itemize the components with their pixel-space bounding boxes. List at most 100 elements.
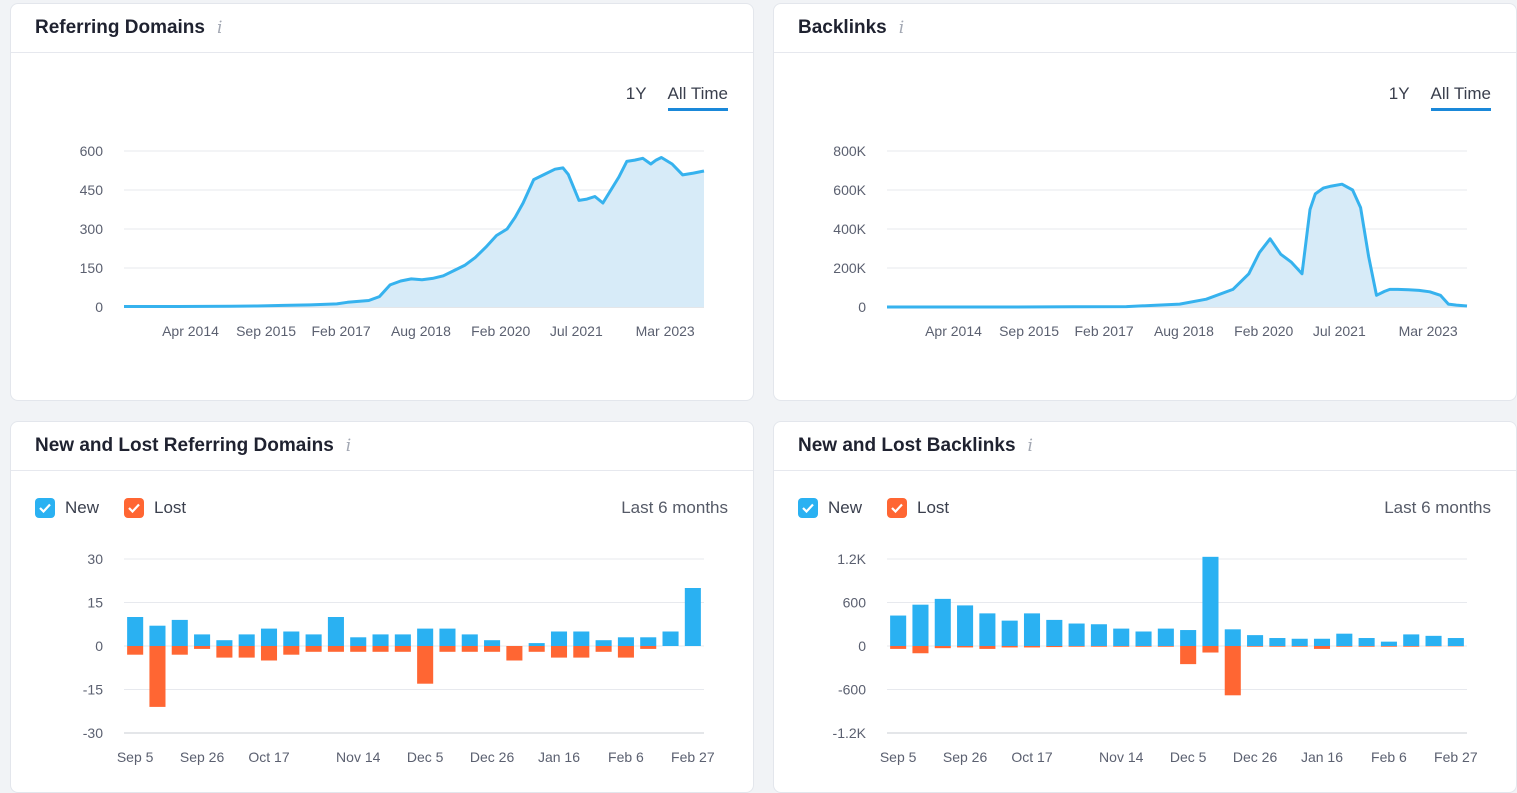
y-tick-label: 150 <box>80 260 104 276</box>
checkbox-icon[interactable] <box>124 498 144 518</box>
y-tick-label: 400K <box>833 221 866 237</box>
y-tick-label: 1.2K <box>837 551 866 567</box>
new-bar <box>979 613 995 646</box>
card-title: Referring Domains <box>35 17 205 39</box>
lost-bar <box>506 646 522 661</box>
checkbox-icon[interactable] <box>887 498 907 518</box>
new-bar <box>1381 642 1397 646</box>
y-tick-label: 450 <box>80 182 104 198</box>
lost-bar <box>1336 646 1352 647</box>
legend-new[interactable]: New <box>798 498 862 518</box>
x-tick-label: Feb 2020 <box>471 323 530 339</box>
card-title: Backlinks <box>798 17 887 39</box>
x-tick-label: Mar 2023 <box>1399 323 1458 339</box>
x-tick-label: Nov 14 <box>336 749 381 765</box>
new-bar <box>127 617 143 646</box>
new-bar <box>1247 635 1263 646</box>
x-tick-label: Feb 6 <box>1371 749 1407 765</box>
lost-bar <box>172 646 188 655</box>
lost-bar <box>1292 646 1308 647</box>
new-bar <box>529 643 545 646</box>
new-bar <box>1158 629 1174 646</box>
x-tick-label: Feb 2017 <box>312 323 371 339</box>
card-header: Referring Domains i <box>11 4 753 53</box>
new-bar <box>1046 620 1062 646</box>
info-icon[interactable]: i <box>217 18 222 38</box>
x-tick-label: Oct 17 <box>248 749 289 765</box>
lost-bar <box>1002 646 1018 647</box>
new-bar <box>685 588 701 646</box>
lost-bar <box>127 646 143 655</box>
new-bar <box>640 637 656 646</box>
x-tick-label: Sep 26 <box>180 749 225 765</box>
lost-bar <box>1091 646 1107 647</box>
new-bar <box>350 637 366 646</box>
legend-new[interactable]: New <box>35 498 99 518</box>
series-line <box>887 184 1467 307</box>
x-tick-label: Oct 17 <box>1011 749 1052 765</box>
y-tick-label: -1.2K <box>833 725 867 741</box>
y-tick-label: 15 <box>87 595 103 611</box>
checkbox-icon[interactable] <box>35 498 55 518</box>
new-bar <box>663 632 679 647</box>
y-tick-label: 0 <box>95 638 103 654</box>
lost-bar <box>1158 646 1174 647</box>
card-header: New and Lost Backlinks i <box>774 422 1516 471</box>
x-tick-label: Jan 16 <box>1301 749 1343 765</box>
x-tick-label: Dec 26 <box>1233 749 1278 765</box>
lost-bar <box>912 646 928 653</box>
x-tick-label: Dec 5 <box>1170 749 1207 765</box>
new-bar <box>1069 624 1085 646</box>
lost-bar <box>640 646 656 649</box>
lost-bar <box>1269 646 1285 647</box>
legend-lost[interactable]: Lost <box>124 498 186 518</box>
lost-bar <box>957 646 973 647</box>
new-bar <box>306 634 322 646</box>
lost-bar <box>350 646 366 652</box>
new-bar <box>890 616 906 646</box>
new-lost-backlinks-card: New and Lost Backlinks i New Lost Last 6… <box>773 421 1517 793</box>
info-icon[interactable]: i <box>899 18 904 38</box>
lost-bar <box>1180 646 1196 664</box>
new-bar <box>596 640 612 646</box>
new-bar <box>172 620 188 646</box>
new-bar <box>283 632 299 647</box>
x-tick-label: Apr 2014 <box>925 323 982 339</box>
new-bar <box>1359 638 1375 646</box>
new-bar <box>261 629 277 646</box>
new-bar <box>573 632 589 647</box>
legend-label: Lost <box>154 498 186 518</box>
info-icon[interactable]: i <box>1028 436 1033 456</box>
lost-bar <box>239 646 255 658</box>
new-bar <box>618 637 634 646</box>
lost-bar <box>1381 646 1397 647</box>
x-tick-label: Jul 2021 <box>550 323 603 339</box>
new-lost-referring-domains-card: New and Lost Referring Domains i New Los… <box>10 421 754 793</box>
lost-bar <box>373 646 389 652</box>
legend-lost[interactable]: Lost <box>887 498 949 518</box>
lost-bar <box>1113 646 1129 647</box>
new-bar <box>957 605 973 646</box>
new-bar <box>395 634 411 646</box>
new-bar <box>1269 638 1285 646</box>
new-bar <box>1225 629 1241 646</box>
x-tick-label: Feb 27 <box>1434 749 1478 765</box>
new-bar <box>1292 639 1308 646</box>
y-tick-label: 300 <box>80 221 104 237</box>
lost-bar <box>194 646 210 649</box>
lost-bar <box>1202 646 1218 653</box>
y-tick-label: -30 <box>83 725 103 741</box>
x-tick-label: Apr 2014 <box>162 323 219 339</box>
x-tick-label: Jan 16 <box>538 749 580 765</box>
lost-bar <box>935 646 951 648</box>
lost-bar <box>484 646 500 652</box>
y-tick-label: 600K <box>833 182 866 198</box>
checkbox-icon[interactable] <box>798 498 818 518</box>
info-icon[interactable]: i <box>346 436 351 456</box>
lost-bar <box>890 646 906 649</box>
